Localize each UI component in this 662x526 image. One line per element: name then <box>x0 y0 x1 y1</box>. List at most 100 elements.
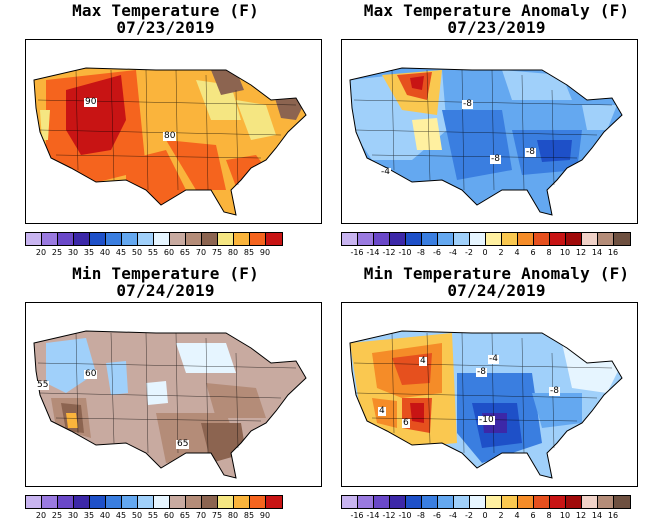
colorbar-label: 20 <box>35 511 47 520</box>
contour-label: -8 <box>549 386 560 396</box>
contour-label: -8 <box>490 154 501 164</box>
contour-label: 90 <box>84 97 98 107</box>
colorbar-label: 40 <box>99 248 111 257</box>
colorbar-swatch <box>170 496 186 508</box>
panel-title: Max Temperature Anomaly (F) <box>363 1 630 20</box>
colorbar-label: 35 <box>83 248 95 257</box>
contour-label: -8 <box>476 367 487 377</box>
map-graphic <box>33 330 307 479</box>
contour-label: 4 <box>378 406 386 416</box>
colorbar-label: 45 <box>115 511 127 520</box>
colorbar-swatch <box>218 233 234 245</box>
colorbar-swatch <box>266 233 282 245</box>
contour-label: 6 <box>402 418 410 428</box>
colorbar-label: 6 <box>530 511 536 520</box>
colorbar-label: -10 <box>398 248 412 257</box>
colorbar-swatch <box>42 496 58 508</box>
colorbar-label: -6 <box>433 248 441 257</box>
colorbar-label: 85 <box>243 248 255 257</box>
colorbar-swatch <box>186 496 202 508</box>
colorbar-swatch <box>26 496 42 508</box>
contour-label: 65 <box>176 439 190 449</box>
colorbar-swatch <box>518 496 534 508</box>
colorbar-label: -4 <box>449 511 457 520</box>
colorbar-swatch <box>90 496 106 508</box>
contour-label: 60 <box>84 369 98 379</box>
colorbar-swatch <box>406 233 422 245</box>
colorbar-label: -12 <box>382 511 396 520</box>
colorbar-swatch <box>534 496 550 508</box>
colorbar-label: -12 <box>382 248 396 257</box>
colorbar-label: 25 <box>51 248 63 257</box>
contour-label: -8 <box>462 99 473 109</box>
panel-date: 07/23/2019 <box>447 18 546 37</box>
colorbar-label: 25 <box>51 511 63 520</box>
colorbar-label: 0 <box>482 511 488 520</box>
colorbar-label: 4 <box>514 248 520 257</box>
colorbar-label: -10 <box>398 511 412 520</box>
colorbar-swatch <box>138 496 154 508</box>
colorbar-label: 2 <box>498 248 504 257</box>
colorbar-swatch <box>486 496 502 508</box>
colorbar-label: 85 <box>243 511 255 520</box>
panel-max-temperature-anomaly: Max Temperature Anomaly (F) 07/23/2019 <box>331 0 662 263</box>
colorbar <box>341 232 631 246</box>
colorbar-swatch <box>122 496 138 508</box>
colorbar-label: -6 <box>433 511 441 520</box>
colorbar-label: 50 <box>131 511 143 520</box>
panel-title: Min Temperature (F) <box>72 264 259 283</box>
contour-label: -4 <box>380 167 391 177</box>
colorbar-label: 75 <box>211 511 223 520</box>
colorbar-label: 90 <box>259 248 271 257</box>
map-graphic <box>349 330 623 479</box>
colorbar-swatch <box>218 496 234 508</box>
colorbar-label: -16 <box>350 511 364 520</box>
colorbar-label: 12 <box>575 511 587 520</box>
colorbar-label: 70 <box>195 511 207 520</box>
colorbar-swatch <box>358 233 374 245</box>
colorbar-label: -8 <box>417 248 425 257</box>
colorbar-swatch <box>250 496 266 508</box>
colorbar-swatch <box>598 496 614 508</box>
colorbar-label: 12 <box>575 248 587 257</box>
colorbar-swatch <box>358 496 374 508</box>
colorbar-swatch <box>454 496 470 508</box>
panel-max-temperature: Max Temperature (F) 07/23/2019 <box>0 0 331 263</box>
contour-label: 80 <box>163 131 177 141</box>
colorbar-swatch <box>74 233 90 245</box>
colorbar-swatch <box>266 496 282 508</box>
colorbar-label: 10 <box>559 511 571 520</box>
colorbar-swatch <box>422 233 438 245</box>
colorbar-swatch <box>598 233 614 245</box>
panel-title: Min Temperature Anomaly (F) <box>363 264 630 283</box>
colorbar-label: 60 <box>163 248 175 257</box>
colorbar-label: 0 <box>482 248 488 257</box>
colorbar-swatch <box>154 496 170 508</box>
colorbar-label: 75 <box>211 248 223 257</box>
colorbar-swatch <box>486 233 502 245</box>
contour-label: -10 <box>478 415 495 425</box>
colorbar-label: 55 <box>147 511 159 520</box>
colorbar-label: 55 <box>147 248 159 257</box>
colorbar-swatch <box>550 496 566 508</box>
contour-label: -4 <box>488 354 499 364</box>
colorbar-label: 14 <box>591 511 603 520</box>
colorbar-label: 45 <box>115 248 127 257</box>
colorbar-label: -8 <box>417 511 425 520</box>
colorbar-label: 30 <box>67 511 79 520</box>
colorbar-swatch <box>234 233 250 245</box>
colorbar-swatch <box>250 233 266 245</box>
colorbar-label: 30 <box>67 248 79 257</box>
colorbar-label: 65 <box>179 511 191 520</box>
map-max-temperature-anomaly: -8 -8 -8 -4 <box>341 39 638 224</box>
colorbar-label: 8 <box>546 248 552 257</box>
colorbar-swatch <box>234 496 250 508</box>
colorbar-label: 4 <box>514 511 520 520</box>
colorbar-swatch <box>550 233 566 245</box>
colorbar-swatch <box>170 233 186 245</box>
colorbar-swatch <box>42 233 58 245</box>
map-min-temperature-anomaly: 4 -4 -8 -8 -10 4 6 <box>341 302 638 487</box>
map-graphic <box>33 67 307 216</box>
panel-date: 07/24/2019 <box>447 281 546 300</box>
colorbar-label: 60 <box>163 511 175 520</box>
